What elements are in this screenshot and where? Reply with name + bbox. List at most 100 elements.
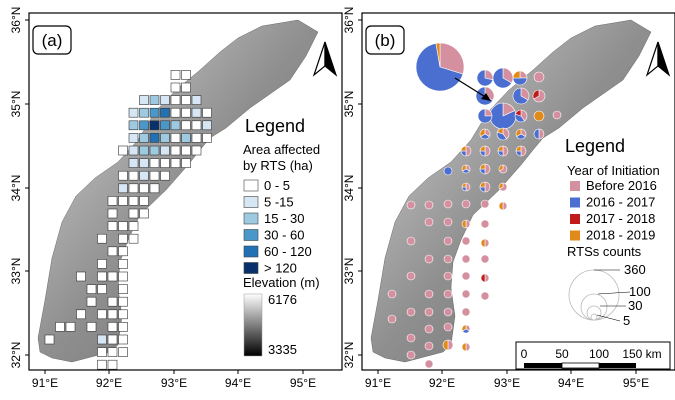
count-label-360: 360: [624, 262, 646, 277]
pie-slice: [425, 360, 433, 368]
legend-class-label: 0 - 5: [264, 178, 290, 193]
rts-grid-cell: [150, 133, 159, 142]
x-tick-label: 92°E: [429, 376, 455, 390]
rts-grid-cell: [150, 171, 159, 180]
rts-grid-cell: [192, 96, 201, 105]
rts-pie-marker: [480, 164, 490, 174]
rts-grid-cell: [171, 146, 180, 155]
rts-grid-cell: [150, 108, 159, 117]
pie-slice: [388, 315, 396, 323]
pie-slice: [425, 218, 433, 226]
y-tick-label: 32°N: [9, 342, 23, 369]
rts-pie-marker: [534, 111, 544, 121]
rts-grid-cell: [108, 360, 117, 369]
legend-title: Legend: [565, 136, 625, 156]
scale-tick: 50: [555, 347, 569, 361]
legend-swatch: [570, 181, 580, 191]
rts-grid-cell: [140, 121, 149, 130]
rts-pie-marker: [444, 290, 452, 298]
legend-swatch: [244, 213, 258, 224]
pie-slice: [425, 342, 433, 350]
rts-pie-marker: [478, 109, 492, 123]
rts-pie-marker: [480, 129, 490, 139]
y-tick-label: 34°N: [9, 175, 23, 202]
pie-slice: [462, 255, 470, 263]
rts-pie-marker: [462, 325, 470, 333]
rts-pie-marker: [444, 237, 452, 245]
rts-grid-cell: [182, 83, 191, 92]
rts-grid-cell: [108, 272, 117, 281]
x-tick-label: 92°E: [96, 376, 122, 390]
pie-slice: [444, 167, 452, 175]
count-label-30: 30: [628, 298, 642, 313]
rts-pie-marker: [407, 272, 415, 280]
pie-slice: [534, 72, 544, 82]
rts-pie-marker: [388, 315, 396, 323]
pie-slice: [425, 308, 433, 316]
rts-grid-cell: [171, 121, 180, 130]
legend-class-label: 30 - 60: [264, 228, 304, 243]
x-tick-label: 93°E: [161, 376, 187, 390]
rts-grid-cell: [119, 272, 128, 281]
rts-grid-cell: [119, 322, 128, 331]
rts-grid-cell: [56, 322, 65, 331]
rts-grid-cell: [182, 146, 191, 155]
pie-slice: [462, 308, 470, 316]
elevation-ramp: [244, 294, 262, 356]
rts-pie-marker: [499, 183, 507, 191]
x-tick-label: 95°E: [290, 376, 316, 390]
rts-grid-cell: [119, 335, 128, 344]
pie-slice: [444, 218, 452, 226]
rts-pie-marker: [481, 200, 489, 208]
rts-grid-cell: [171, 70, 180, 79]
pie-slice: [407, 351, 415, 359]
legend-swatch: [244, 180, 258, 191]
panel-label-a: (a): [42, 31, 63, 50]
x-tick-label: 93°E: [494, 376, 520, 390]
rts-grid-cell: [182, 70, 191, 79]
rts-grid-cell: [87, 285, 96, 294]
rts-pie-marker: [462, 183, 470, 191]
rts-grid-cell: [182, 133, 191, 142]
pie-slice: [481, 200, 489, 208]
pie-slice: [425, 255, 433, 263]
pie-slice: [534, 111, 544, 121]
rts-grid-cell: [119, 171, 128, 180]
rts-grid-cell: [129, 159, 138, 168]
rts-pie-marker: [515, 110, 527, 122]
inset-pie-chart: [416, 43, 464, 91]
rts-pie-marker: [462, 255, 470, 263]
pie-slice: [407, 334, 415, 342]
legend-class-label: 5 -15: [264, 195, 294, 210]
rts-pie-marker: [480, 182, 490, 192]
rts-pie-marker: [425, 342, 433, 350]
rts-pie-marker: [533, 90, 545, 102]
scale-tick: 150 km: [622, 347, 661, 361]
pie-slice: [444, 237, 452, 245]
pie-slice: [425, 290, 433, 298]
rts-grid-cell: [192, 133, 201, 142]
pie-slice: [425, 325, 433, 333]
rts-pie-marker: [444, 308, 452, 316]
rts-pie-marker: [462, 290, 470, 298]
elevation-min: 3335: [268, 342, 297, 357]
rts-pie-marker: [425, 360, 433, 368]
pie-slice: [388, 290, 396, 298]
rts-grid-cell: [140, 146, 149, 155]
rts-pie-marker: [407, 201, 415, 209]
rts-grid-cell: [119, 348, 128, 357]
rts-grid-cell: [203, 108, 212, 117]
legend-class-label: > 120: [264, 261, 297, 276]
rts-grid-cell: [129, 209, 138, 218]
rts-grid-cell: [171, 83, 180, 92]
rts-pie-marker: [461, 146, 471, 156]
y-tick-label: 34°N: [342, 175, 356, 202]
rts-grid-cell: [77, 272, 86, 281]
rts-pie-marker: [407, 237, 415, 245]
rts-grid-cell: [98, 234, 107, 243]
legend-class-label: 2018 - 2019: [586, 228, 655, 243]
rts-grid-cell: [87, 322, 96, 331]
pie-slice: [481, 255, 489, 263]
rts-grid-cell: [161, 108, 170, 117]
rts-grid-cell: [98, 310, 107, 319]
